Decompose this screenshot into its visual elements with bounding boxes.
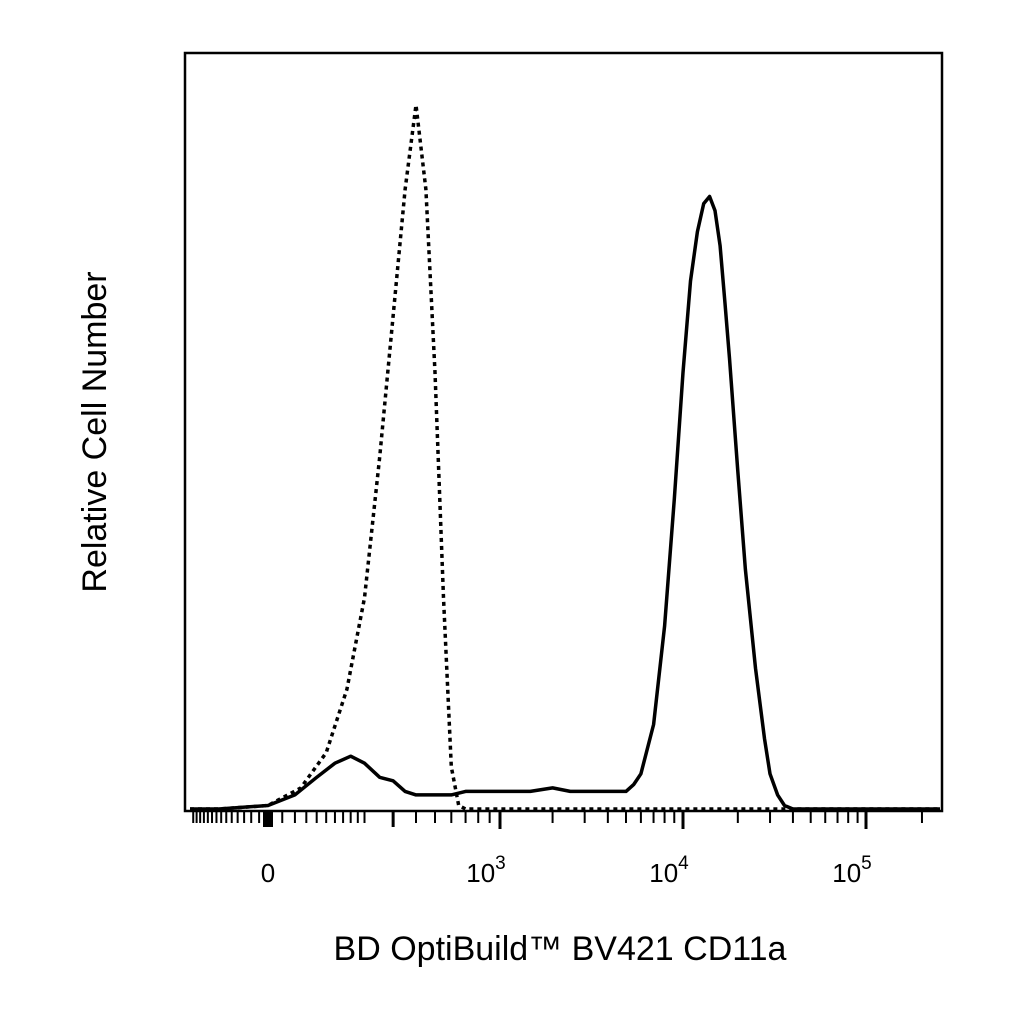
x-axis-label: BD OptiBuild™ BV421 CD11a [334,930,787,968]
x-tick-label: 104 [649,853,689,888]
x-tick-labels: 0 103 104 105 [261,853,872,888]
x-axis-ticks [192,811,923,829]
histogram-solid-series [190,194,940,811]
y-axis-label: Relative Cell Number [76,271,114,592]
x-tick-label: 105 [832,853,872,888]
series-layer [190,103,940,811]
x-tick-label: 0 [261,858,275,888]
x-tick-label: 103 [466,853,506,888]
histogram-dotted-series [190,103,940,811]
plot-frame [183,51,944,813]
